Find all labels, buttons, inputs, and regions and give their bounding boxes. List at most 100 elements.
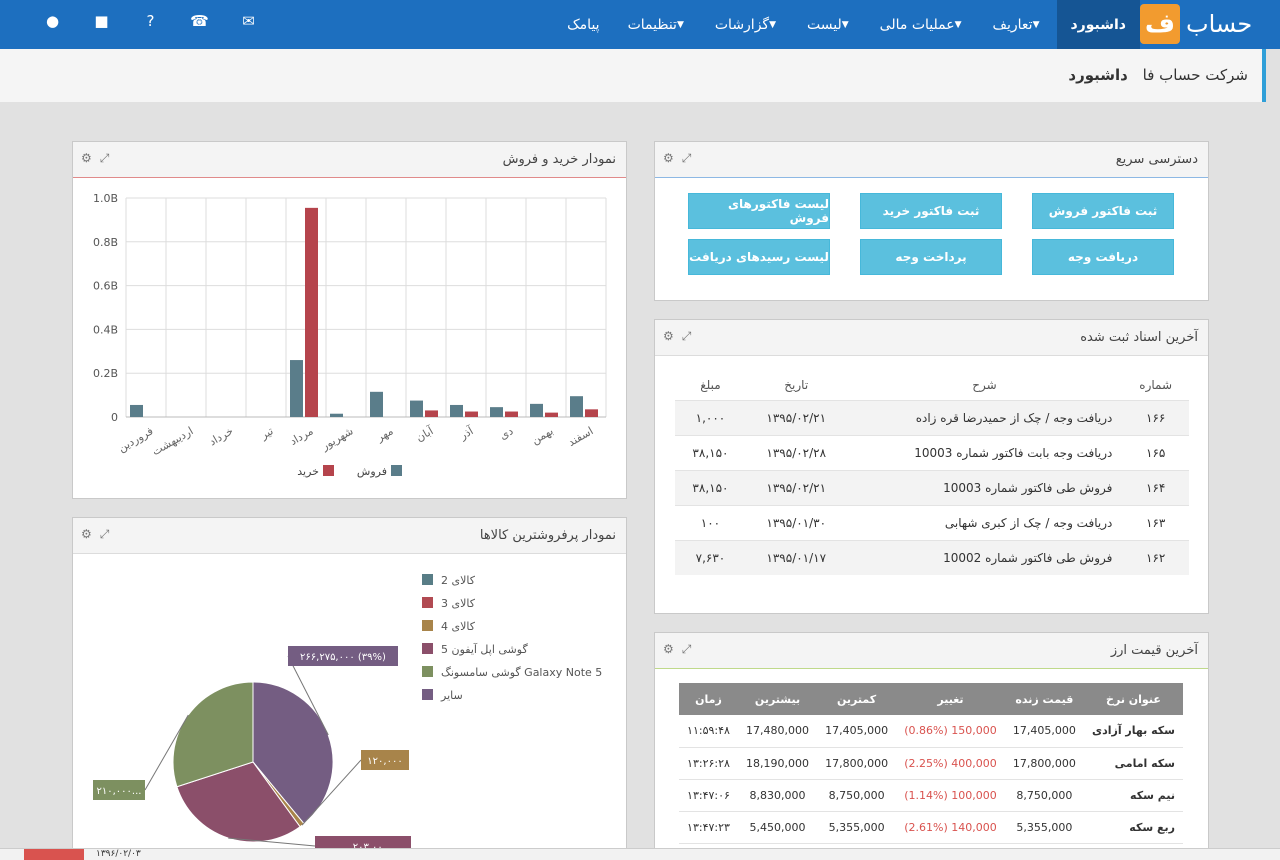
bar-sales [570, 396, 583, 417]
callout-line [144, 714, 189, 791]
settings-icon[interactable]: ⚙ [663, 329, 674, 343]
phone-icon[interactable]: ☎ [190, 12, 209, 30]
caret-down-icon: ▼ [954, 19, 962, 30]
expand-icon[interactable]: ⤢ [681, 151, 692, 165]
menu-item-6[interactable]: پیامک [553, 0, 613, 49]
currency-row[interactable]: ربع سکه 5,355,000 140,000 (2.61%) 5,355,000… [679, 811, 1183, 844]
settings-icon[interactable]: ⚙ [663, 642, 674, 656]
table-cell: 8,830,000 [737, 779, 818, 812]
table-cell: ۱۳:۲۶:۲۸ [679, 747, 738, 780]
receive-payment-button[interactable]: دریافت وجه [1032, 239, 1174, 275]
table-cell: دریافت وجه / چک از کبری شهابی [846, 504, 1123, 540]
app-logo[interactable]: ف حساب [1140, 2, 1270, 46]
purchase-invoice-button[interactable]: ثبت فاکتور خرید [860, 193, 1002, 229]
callout-line [228, 837, 316, 847]
menu-item-label: پیامک [567, 16, 600, 33]
y-tick-label: 1.0B [93, 192, 118, 205]
table-cell: ۱۳۹۵/۰۲/۲۱ [745, 469, 847, 505]
document-row[interactable]: ۱۶۳ دریافت وجه / چک از کبری شهابی ۱۳۹۵/۰۱/… [675, 504, 1189, 540]
user-icon[interactable]: ● [45, 12, 60, 30]
sales-invoice-list-button[interactable]: لیست فاکتورهای فروش [688, 193, 830, 229]
currency-row[interactable]: نیم سکه 8,750,000 100,000 (1.14%) 8,750,000… [679, 779, 1183, 812]
menu-item-1[interactable]: تعاریف ▼ [979, 0, 1057, 49]
main-menu: داشبورد تعاریف ▼ عملیات مالی ▼ لیست ▼ گزارشات ▼ ت… [553, 0, 1140, 49]
legend-label: کالای 3 [441, 597, 476, 610]
briefcase-icon[interactable]: ■ [94, 12, 109, 30]
table-cell: 8,750,000 [817, 779, 897, 812]
x-tick-label: اردیبهشت [150, 424, 196, 458]
menu-item-4[interactable]: گزارشات ▼ [701, 0, 793, 49]
bar-sales [130, 404, 143, 417]
table-cell: ۱۶۶ [1122, 399, 1189, 435]
column-header: کمترین [817, 683, 897, 715]
menu-item-label: داشبورد [1070, 16, 1127, 33]
receipts-list-button[interactable]: لیست رسیدهای دریافت [688, 239, 830, 275]
legend-label: کالای 4 [441, 620, 476, 633]
x-tick-label: شهریور [318, 424, 355, 453]
menu-item-0[interactable]: داشبورد [1056, 0, 1140, 49]
caret-down-icon: ▼ [769, 19, 777, 30]
table-cell: 17,800,000 [1004, 747, 1084, 780]
panel-title: دسترسی سریع [1115, 152, 1198, 167]
table-cell: ۱۶۳ [1122, 504, 1189, 540]
table-cell: ۱,۰۰۰ [675, 399, 746, 435]
expand-icon[interactable]: ⤢ [681, 642, 692, 656]
table-cell: نیم سکه [1083, 779, 1183, 812]
currency-table: عنوان نرخ قیمت زنده تغییر کمترین بیشترین زمان… [679, 683, 1183, 844]
legend-swatch [422, 643, 433, 654]
panel-header: آخرین قیمت ارز ⚙ ⤢ [655, 633, 1208, 669]
settings-icon[interactable]: ⚙ [81, 151, 92, 165]
panel-title: آخرین اسناد ثبت شده [1080, 330, 1198, 345]
table-cell: دریافت وجه / چک از حمیدرضا قره زاده [846, 399, 1123, 435]
menu-item-3[interactable]: لیست ▼ [793, 0, 866, 49]
table-cell: فروش طی فاکتور شماره 10002 [846, 539, 1123, 575]
expand-icon[interactable]: ⤢ [99, 151, 110, 165]
x-tick-label: فروردین [116, 424, 156, 454]
y-tick-label: 0.6B [93, 280, 118, 293]
y-tick-label: 0.4B [93, 323, 118, 336]
bar-purchase [305, 207, 318, 417]
recent-documents-panel: آخرین اسناد ثبت شده ⚙ ⤢ شماره شرح تاریخ مبلغ… [654, 319, 1209, 614]
document-row[interactable]: ۱۶۵ دریافت وجه بابت فاکتور شماره 10003 ۱۳۹… [675, 434, 1189, 470]
slice-label: ...۲۰۳,۰۰ [343, 842, 383, 853]
x-tick-label: مرداد [287, 424, 315, 448]
bar-sales [290, 360, 303, 417]
table-cell: ربع سکه [1083, 811, 1183, 844]
menu-item-label: عملیات مالی [879, 16, 955, 33]
logo-mark: ف [1140, 4, 1180, 44]
panel-title: نمودار خرید و فروش [502, 152, 616, 167]
table-cell: 17,800,000 [817, 747, 897, 780]
make-payment-button[interactable]: پرداخت وجه [860, 239, 1002, 275]
toolbar-icons: ● ■ ? ☎ ✉ [28, 12, 273, 30]
bar-sales [490, 407, 503, 417]
sales-invoice-button[interactable]: ثبت فاکتور فروش [1032, 193, 1174, 229]
document-row[interactable]: ۱۶۶ دریافت وجه / چک از حمیدرضا قره زاده ۱۳… [675, 399, 1189, 435]
currency-row[interactable]: سکه امامی 17,800,000 400,000 (2.25%) 17,800… [679, 747, 1183, 780]
document-row[interactable]: ۱۶۴ فروش طی فاکتور شماره 10003 ۱۳۹۵/۰۲/۲۱ ۳… [675, 469, 1189, 505]
help-icon[interactable]: ? [146, 12, 155, 30]
menu-item-label: تعاریف [992, 16, 1033, 33]
legend-label: گوشی سامسونگ Galaxy Note 5 [441, 666, 602, 679]
document-row[interactable]: ۱۶۲ فروش طی فاکتور شماره 10002 ۱۳۹۵/۰۱/۱۷ ۷… [675, 539, 1189, 575]
expand-icon[interactable]: ⤢ [681, 329, 692, 343]
expand-icon[interactable]: ⤢ [99, 527, 110, 541]
table-cell: ۱۳۹۵/۰۲/۲۸ [745, 434, 847, 470]
breadcrumb: شرکت حساب فا داشبورد [0, 49, 1266, 102]
caret-down-icon: ▼ [841, 19, 849, 30]
settings-icon[interactable]: ⚙ [81, 527, 92, 541]
bar-purchase [465, 411, 478, 417]
table-cell: 5,355,000 [817, 811, 897, 844]
table-cell: 17,405,000 [1004, 715, 1084, 748]
settings-icon[interactable]: ⚙ [663, 151, 674, 165]
menu-item-5[interactable]: تنظیمات ▼ [614, 0, 701, 49]
currency-row[interactable]: سکه بهار آزادی 17,405,000 150,000 (0.86%) 1… [679, 715, 1183, 748]
breadcrumb-company[interactable]: شرکت حساب فا [1142, 66, 1248, 84]
mail-icon[interactable]: ✉ [242, 12, 255, 30]
x-tick-label: آذر [456, 423, 476, 443]
menu-item-label: لیست [807, 16, 842, 33]
x-tick-label: آبان [413, 423, 436, 444]
purchase-sales-chart-panel: نمودار خرید و فروش ⚙ ⤢ 0 0.2B 0.4B 0.6B 0.8B 1… [72, 141, 627, 499]
table-cell: ۱۳۹۵/۰۱/۳۰ [745, 504, 847, 540]
exit-button[interactable] [24, 849, 84, 860]
menu-item-2[interactable]: عملیات مالی ▼ [866, 0, 979, 49]
